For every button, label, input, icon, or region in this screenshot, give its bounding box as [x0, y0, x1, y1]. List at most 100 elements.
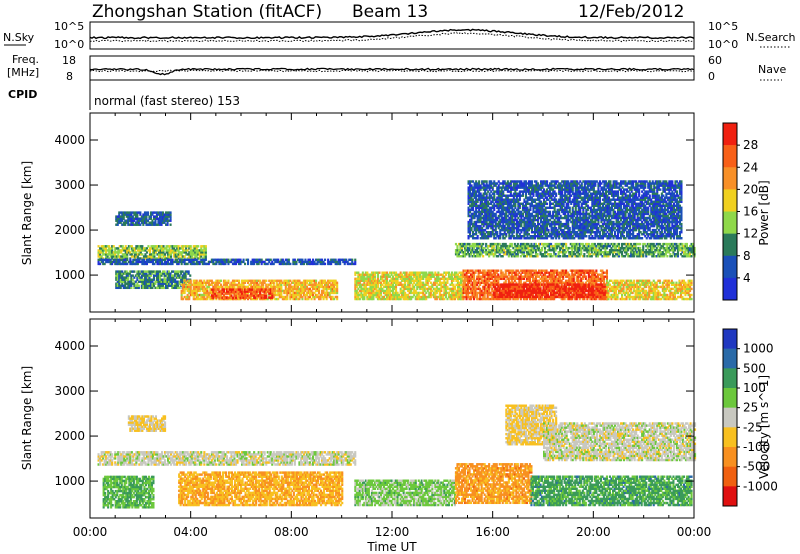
echo-cell [190, 280, 192, 282]
echo-cell [556, 296, 558, 298]
echo-cell [139, 211, 141, 213]
echo-cell [151, 287, 153, 289]
echo-cell [529, 296, 531, 298]
echo-cell [494, 296, 496, 298]
nave-tick-top: 60 [708, 54, 722, 67]
echo-cell [220, 284, 222, 286]
echo-cell [538, 296, 540, 298]
echo-cell [120, 287, 122, 289]
echo-cell [659, 292, 661, 294]
echo-cell [315, 280, 317, 282]
echo-cell [588, 283, 590, 285]
echo-cell [413, 286, 415, 288]
echo-cell [397, 278, 399, 280]
echo-cell [321, 259, 323, 261]
echo-cell [212, 297, 214, 299]
echo-cell [633, 280, 635, 282]
echo-cell [336, 282, 338, 284]
echo-cell [196, 259, 198, 261]
echo-cell [282, 259, 284, 261]
echo-cell [205, 255, 207, 257]
nave-tick-bottom: 0 [708, 70, 715, 83]
echo-cell [163, 245, 165, 247]
echo-cell [133, 270, 135, 272]
echo-cell [452, 284, 454, 286]
echo-cell [621, 294, 623, 296]
echo-cell [233, 286, 235, 288]
echo-cell [395, 286, 397, 288]
echo-cell [261, 294, 263, 296]
echo-cell [335, 259, 337, 261]
echo-cell [659, 280, 661, 282]
echo-cell [404, 292, 406, 294]
echo-cell [506, 296, 508, 298]
date-label: 12/Feb/2012 [578, 2, 684, 22]
echo-cell [476, 294, 478, 296]
echo-cell [113, 245, 115, 247]
echo-cell [606, 270, 608, 272]
echo-cell [301, 259, 303, 261]
echo-cell [445, 294, 447, 296]
beam-label: Beam 13 [352, 2, 428, 22]
cpid-label: CPID [8, 88, 37, 101]
echo-cell [130, 287, 132, 289]
echo-cell [271, 297, 273, 299]
echo-cell [232, 297, 234, 299]
echo-cell [235, 297, 237, 299]
echo-cell [577, 296, 579, 298]
echo-cell [270, 259, 272, 261]
echo-cell [565, 296, 567, 298]
echo-cell [172, 259, 174, 261]
echo-cell [354, 261, 356, 263]
echo-cell [126, 255, 128, 257]
echo-cell [378, 272, 380, 274]
sky-tick-top: 10^5 [54, 20, 84, 33]
echo-cell [108, 245, 110, 247]
echo-cell [345, 259, 347, 261]
echo-cell [170, 224, 172, 226]
echo-cell [592, 288, 594, 290]
station-title: Zhongshan Station (fitACF) [92, 2, 322, 22]
echo-cell [277, 259, 279, 261]
echo-cell [511, 296, 513, 298]
echo-cell [336, 286, 338, 288]
echo-cell [184, 255, 186, 257]
freq-label-line1: Freq. [12, 53, 39, 66]
echo-cell [454, 286, 456, 288]
echo-cell [143, 259, 145, 261]
echo-cell [125, 245, 127, 247]
echo-cell [110, 259, 112, 261]
echo-cell [586, 296, 588, 298]
echo-cell [164, 259, 166, 261]
freq-tick-top: 18 [62, 54, 76, 67]
echo-cell [170, 255, 172, 257]
echo-cell [167, 287, 169, 289]
echo-cell [215, 297, 217, 299]
echo-cell [583, 298, 585, 300]
echo-cell [386, 278, 388, 280]
echo-cell [205, 245, 207, 247]
cpid-text: normal (fast stereo) 153 [94, 94, 240, 108]
echo-cell [497, 270, 499, 272]
echo-cell [238, 280, 240, 282]
echo-cell [295, 261, 297, 263]
echo-cell [122, 245, 124, 247]
echo-cell [533, 296, 535, 298]
echo-cell [265, 280, 267, 282]
echo-cell [289, 263, 291, 265]
echo-cell [617, 294, 619, 296]
echo-cell [131, 245, 133, 247]
echo-cell [205, 247, 207, 249]
echo-cell [294, 259, 296, 261]
echo-cell [592, 296, 594, 298]
echo-cell [138, 287, 140, 289]
echo-cell [176, 259, 178, 261]
echo-cell [354, 259, 356, 261]
echo-cell [312, 259, 314, 261]
echo-cell [538, 283, 540, 285]
echo-cell [571, 296, 573, 298]
echo-cell [339, 261, 341, 263]
echo-cell [189, 274, 191, 276]
freq-label-line2: [MHz] [7, 66, 39, 79]
